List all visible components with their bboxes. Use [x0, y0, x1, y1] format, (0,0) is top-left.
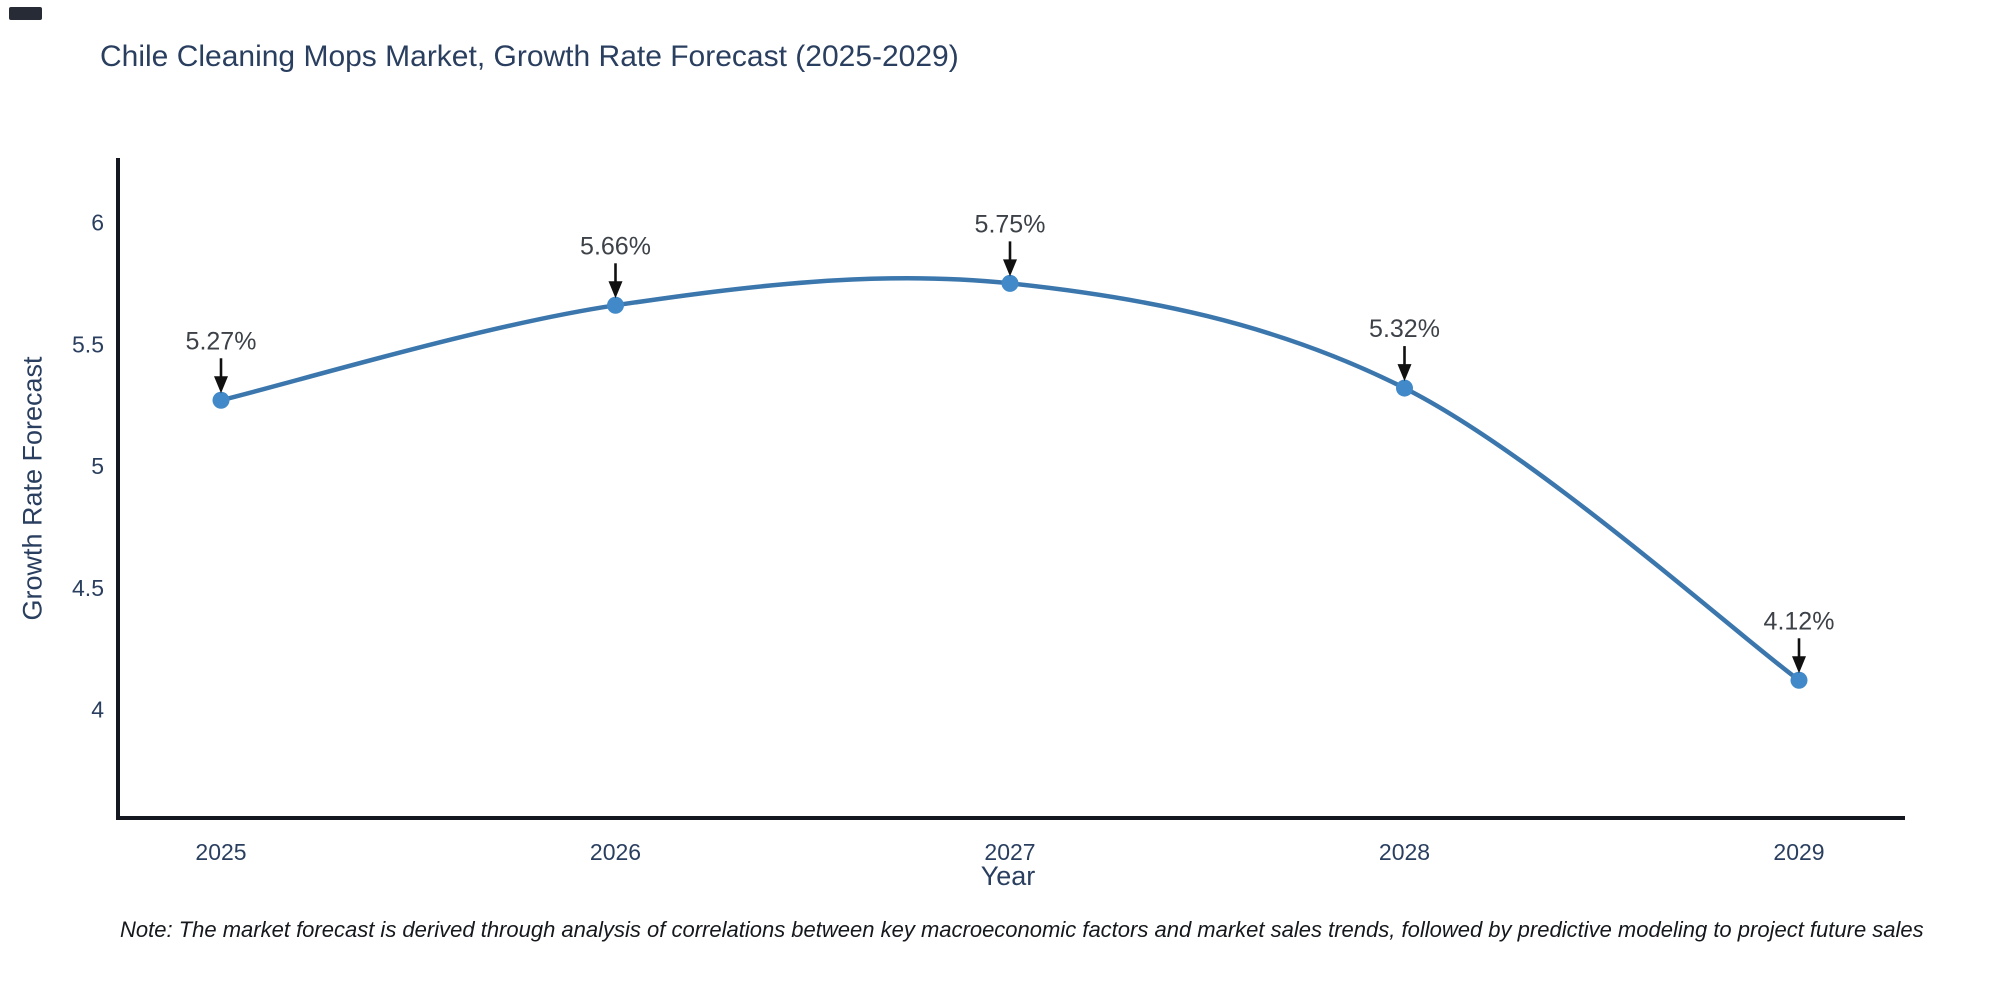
y-tick-label: 6	[91, 210, 104, 236]
trend-line	[218, 275, 1802, 683]
annotation-label: 5.75%	[975, 210, 1046, 238]
y-tick-label: 5	[91, 453, 104, 479]
data-point-marker	[1001, 274, 1019, 292]
annotation-arrow-head-icon	[214, 376, 228, 394]
annotation-arrow-head-icon	[1792, 656, 1806, 674]
footnote: Note: The market forecast is derived thr…	[120, 917, 1924, 942]
y-tick-label: 5.5	[72, 331, 104, 357]
y-tick-label: 4	[91, 697, 104, 723]
annotation-label: 4.12%	[1764, 607, 1835, 635]
annotation-arrow-head-icon	[1003, 259, 1017, 277]
x-axis-title: Year	[980, 861, 1036, 891]
data-point-marker	[607, 296, 624, 314]
data-point-marker	[1396, 379, 1413, 397]
y-tick-label: 4.5	[72, 575, 104, 601]
y-axis-title: Growth Rate Forecast	[17, 356, 48, 621]
annotation-arrow-head-icon	[1397, 364, 1412, 382]
annotation-label: 5.32%	[1369, 315, 1440, 343]
x-tick-label: 2026	[590, 839, 641, 865]
top-left-artifact	[9, 7, 42, 20]
data-point-marker	[1790, 671, 1808, 689]
annotation-arrow-head-icon	[608, 281, 623, 299]
chart-title: Chile Cleaning Mops Market, Growth Rate …	[100, 40, 959, 73]
annotation-label: 5.27%	[186, 327, 257, 355]
x-tick-label: 2029	[1773, 839, 1824, 865]
annotation-label: 5.66%	[580, 232, 651, 260]
x-tick-label: 2028	[1379, 839, 1430, 865]
x-tick-label: 2027	[984, 839, 1035, 865]
data-point-marker	[212, 391, 230, 409]
x-tick-label: 2025	[195, 839, 246, 865]
